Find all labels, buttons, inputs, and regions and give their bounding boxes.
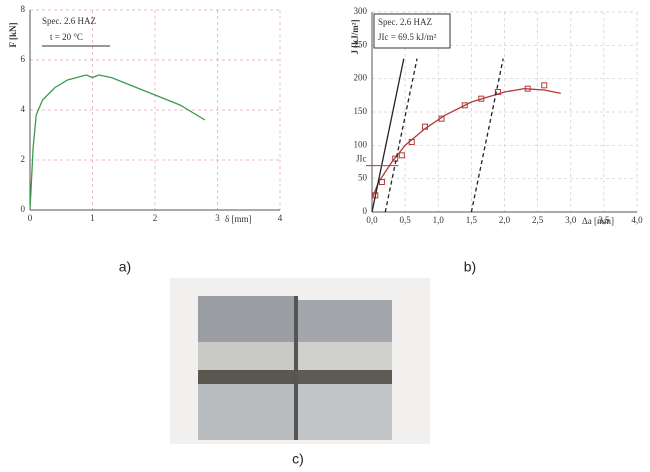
y-tick-label: 6 [21,54,26,64]
x-tick-label: 2,0 [499,215,511,225]
x-tick-label: 0 [28,213,33,223]
marker [398,152,405,159]
band [198,342,294,370]
x-tick-label: 4,0 [631,215,643,225]
x-tick-label: 3,5 [598,215,610,225]
annotation: Spec. 2.6 HAZ [42,16,96,26]
block [298,384,392,440]
y-tick-label: 150 [354,106,368,116]
x-tick-label: 0,0 [366,215,378,225]
block [198,384,294,440]
x-tick-label: 3 [215,213,220,223]
x-tick-label: 3,0 [565,215,577,225]
y-tick-label: 200 [354,73,368,83]
marker [478,95,485,102]
x-tick-label: 1 [90,213,95,223]
marker [378,179,385,185]
gap [294,296,298,440]
marker [494,89,501,95]
marker [422,123,428,130]
data-line [384,58,418,213]
y-tick-label: 2 [21,154,26,164]
marker [408,139,415,145]
marker [524,85,531,92]
y-tick-label: 0 [21,204,26,214]
annotation: t = 20 °C [50,32,83,42]
annotation: JIc [356,154,367,164]
data-line [371,88,561,199]
y-tick-label: 8 [21,4,26,14]
data-line [371,58,405,213]
specimen-photo [170,278,430,444]
x-tick-label: 0,5 [400,215,412,225]
x-tick-label: 1,5 [466,215,478,225]
annotation: JIc = 69.5 kJ/m² [378,32,437,42]
y-tick-label: 300 [354,6,368,16]
panel-label: a) [119,259,131,275]
y-axis-label: F [kN] [8,23,18,48]
legend-box [373,13,451,49]
y-tick-label: 0 [363,206,368,216]
x-tick-label: 2,5 [532,215,544,225]
band [198,370,294,384]
x-axis-label: Δa [mm] [582,216,614,226]
marker [438,115,445,122]
y-tick-label: 250 [354,39,368,49]
band [298,342,392,370]
data-line [470,58,504,213]
data-line [29,74,206,211]
x-tick-label: 4 [278,213,283,223]
x-tick-label: 1,0 [433,215,445,225]
panel-label: b) [464,259,476,275]
y-tick-label: 4 [21,104,26,114]
x-axis-label: δ [mm] [225,214,252,224]
marker [461,102,468,109]
y-axis-label: J [kJ/m²] [350,20,360,55]
annotation: Spec. 2.6 HAZ [378,17,432,27]
x-tick-label: 2 [153,213,158,223]
y-tick-label: 50 [358,173,368,183]
panel-label: c) [292,451,304,467]
marker [541,82,548,89]
y-tick-label: 100 [354,139,368,149]
band [298,370,392,384]
